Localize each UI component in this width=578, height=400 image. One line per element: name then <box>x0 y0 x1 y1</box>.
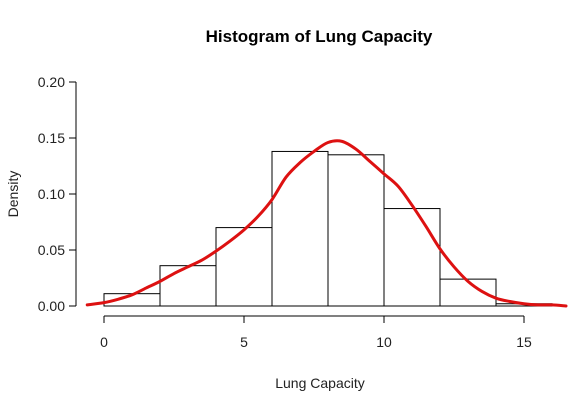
y-tick-label-4: 0.20 <box>38 74 65 90</box>
histogram-bar-4 <box>327 154 385 307</box>
y-axis-label: Density <box>5 171 21 218</box>
x-tick-label-1: 5 <box>240 334 248 350</box>
y-tick-label-1: 0.05 <box>38 242 65 258</box>
x-tick-label-0: 0 <box>100 334 108 350</box>
x-axis-label: Lung Capacity <box>275 375 365 391</box>
x-tick-label-2: 10 <box>376 334 392 350</box>
x-axis: 0 5 10 15 <box>100 315 532 350</box>
y-tick-label-0: 0.00 <box>38 298 65 314</box>
y-tick-label-3: 0.15 <box>38 130 65 146</box>
histogram-bar-2 <box>215 227 273 307</box>
histogram-bar-5 <box>383 208 441 307</box>
density-curve <box>85 139 568 308</box>
y-axis: 0.00 0.05 0.10 0.15 0.20 <box>38 74 77 314</box>
chart-title: Histogram of Lung Capacity <box>206 27 433 46</box>
histogram-bar-3 <box>271 150 329 307</box>
y-tick-label-2: 0.10 <box>38 186 65 202</box>
x-tick-label-3: 15 <box>516 334 532 350</box>
histogram-bar-1 <box>159 265 217 307</box>
histogram-bars <box>103 150 553 307</box>
